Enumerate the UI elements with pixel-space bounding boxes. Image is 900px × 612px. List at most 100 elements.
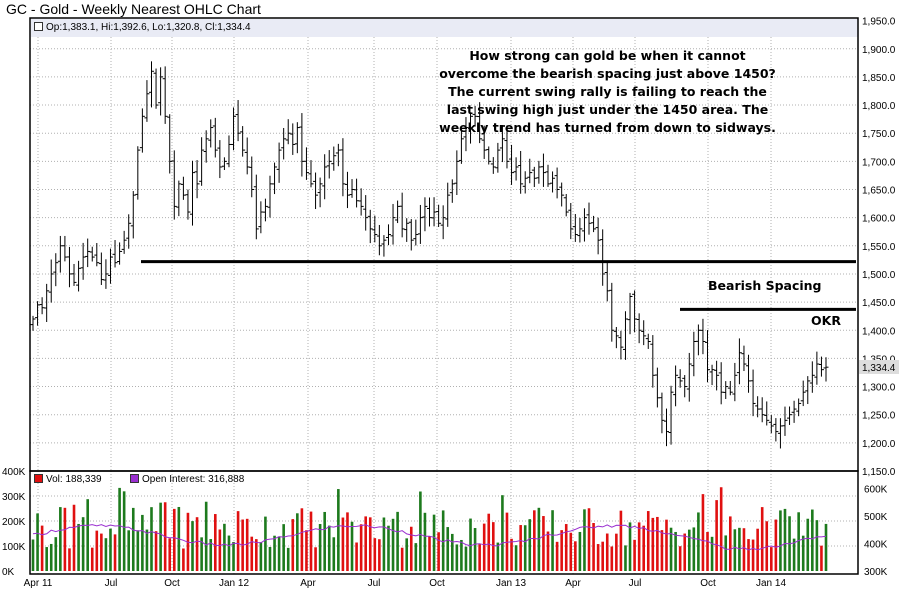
volume-bar (209, 539, 213, 571)
volume-bar (528, 519, 532, 571)
volume-bar (464, 546, 468, 571)
volume-bar (514, 545, 518, 571)
date-tick-label: Apr (300, 578, 316, 589)
volume-bar (706, 532, 709, 571)
volume-bar (273, 535, 276, 571)
volume-bar (656, 516, 659, 571)
volume-bar (806, 518, 810, 571)
volume-tick-label: 0K (2, 567, 15, 578)
volume-bar (564, 524, 568, 571)
volume-bar (619, 510, 623, 571)
volume-bar (460, 539, 463, 571)
volume-bar (733, 529, 737, 571)
volume-bar (323, 511, 326, 571)
volume-bar (359, 524, 363, 571)
open-interest-legend-icon (130, 474, 139, 483)
volume-bar (783, 508, 787, 571)
volume-bar (792, 538, 796, 571)
volume-bar (728, 516, 732, 571)
ohlc-readout: Op:1,383.1, Hi:1,392.6, Lo:1,320.8, Cl:1… (34, 22, 251, 33)
volume-bar (382, 517, 386, 571)
volume-bar (605, 533, 609, 571)
volume-bar (560, 530, 563, 571)
volume-bar (154, 531, 158, 571)
volume-bar (49, 543, 53, 571)
volume-bar (815, 520, 819, 571)
volume-bar (628, 522, 632, 571)
volume-bar (760, 507, 764, 571)
volume-bar (277, 536, 281, 571)
volume-bar (141, 514, 144, 571)
volume-bar (286, 547, 290, 571)
date-tick-label: Jul (368, 578, 381, 589)
volume-bar (811, 509, 814, 571)
volume-bar (332, 537, 336, 571)
open-interest-tick-label: 500K (864, 512, 888, 523)
volume-bar (446, 527, 450, 571)
volume-bar (300, 508, 304, 571)
volume-bar (651, 517, 655, 571)
volume-bar (569, 532, 573, 571)
volume-bar (555, 541, 559, 571)
volume-bar (455, 544, 459, 571)
volume-bar (172, 508, 176, 571)
volume-bar (204, 501, 208, 571)
volume-bar (264, 516, 267, 571)
volume-bar (337, 489, 340, 571)
volume-bar (100, 533, 103, 571)
volume-bar (419, 491, 422, 571)
open-interest-legend: Open Interest: 316,888 (130, 474, 244, 485)
volume-bar (646, 511, 650, 571)
date-axis: Apr 11 Jul Oct Jan 12 Apr Jul Oct Jan 13 Apr Jul O… (24, 578, 787, 589)
volume-tick-label: 100K (2, 542, 26, 553)
volume-bar (542, 516, 545, 571)
date-tick-label: Oct (429, 578, 445, 589)
price-tick-label: 1,650.0 (862, 186, 896, 197)
volume-bar (59, 507, 62, 571)
ohlc-legend-icon (34, 22, 43, 31)
volume-bar (109, 528, 112, 571)
volume-bar (469, 518, 472, 571)
ohlc-readout-text: Op:1,383.1, Hi:1,392.6, Lo:1,320.8, Cl:1… (46, 22, 251, 33)
volume-bar (168, 538, 172, 571)
volume-bar (801, 535, 805, 571)
volume-bar (200, 537, 203, 571)
volume-bar (510, 538, 513, 571)
volume-bar (232, 541, 235, 571)
volume-bar (400, 547, 404, 571)
volume-readout: Vol: 188,339 (46, 474, 102, 485)
volume-bar (437, 532, 440, 571)
volume-bar (245, 518, 249, 571)
volume-bar (751, 539, 755, 571)
volume-bar (687, 529, 691, 571)
volume-bar (519, 525, 522, 571)
volume-bar (90, 547, 94, 571)
volume-bar (683, 533, 687, 571)
volume-bar (747, 539, 750, 571)
volume-bar (118, 487, 121, 571)
last-price-marker: 1,334.4 (859, 360, 899, 374)
volume-bar (45, 547, 48, 571)
volume-bar (779, 510, 782, 571)
volume-bar (601, 541, 604, 571)
volume-bar (387, 525, 390, 571)
volume-bar (122, 491, 126, 571)
price-tick-label: 1,800.0 (862, 101, 896, 112)
volume-panel-frame (29, 470, 859, 575)
volume-bar (441, 510, 445, 571)
volume-bar (396, 511, 399, 571)
volume-bar (346, 512, 349, 571)
price-tick-label: 1,450.0 (862, 298, 896, 309)
volume-bar (523, 525, 527, 571)
volume-bar (423, 512, 427, 571)
price-tick-label: 1,750.0 (862, 129, 896, 140)
volume-bar (692, 527, 696, 571)
volume-bars (31, 487, 828, 571)
date-tick-label: Jan 13 (496, 578, 526, 589)
volume-bar (674, 531, 677, 571)
volume-bar (450, 533, 454, 571)
support-resistance-lines (141, 260, 856, 311)
price-tick-label: 1,250.0 (862, 411, 896, 422)
volume-bar (473, 528, 477, 571)
